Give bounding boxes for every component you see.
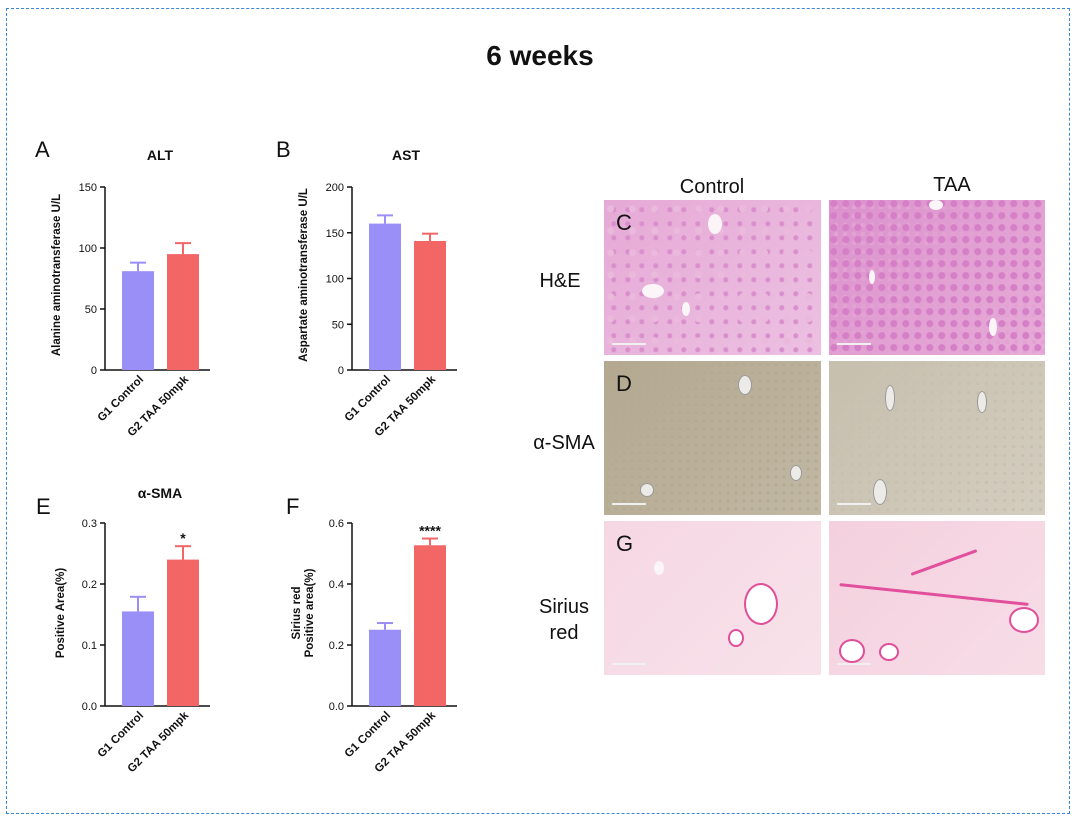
y-tick-label: 0.6: [329, 518, 344, 530]
panel-letter-d: D: [616, 371, 632, 396]
panel-letter-g: G: [616, 531, 634, 556]
vessel: [744, 583, 778, 625]
y-axis-label: Aspartate aminotransferase U/L: [298, 188, 310, 362]
scale-bar: [612, 663, 646, 665]
y-tick-label: 150: [79, 182, 97, 194]
y-tick-label: 0.1: [82, 640, 97, 652]
bar-control: [122, 271, 154, 370]
y-tick-label: 100: [79, 243, 97, 255]
vessel: [977, 391, 987, 413]
histology-he-control: C: [604, 200, 821, 355]
scale-bar: [612, 343, 646, 345]
vessel: [989, 318, 997, 336]
histology-sma-taa: [829, 361, 1045, 515]
y-tick-label: 0: [338, 365, 344, 377]
y-axis-label: Positive Area(%): [55, 568, 67, 658]
vessel: [682, 302, 690, 316]
histology-sirius-control: G: [604, 521, 821, 675]
vessel: [642, 284, 664, 298]
bar-taa: [167, 254, 199, 370]
y-tick-label: 0: [91, 365, 97, 377]
chart-title: α-SMA: [138, 485, 182, 501]
y-tick-label: 50: [332, 319, 344, 331]
column-header-control: Control: [679, 176, 745, 198]
vessel: [708, 214, 722, 234]
panel-letter-b: B: [276, 137, 291, 162]
bar-taa: [414, 545, 446, 706]
chart-title: ALT: [147, 147, 174, 163]
figure-frame: [6, 8, 1070, 814]
y-axis-label: Alanine aminotransferase U/L: [51, 194, 63, 356]
y-tick-label: 0.0: [329, 701, 344, 713]
y-axis-label-line: Positive area(%): [304, 568, 316, 657]
scale-bar: [837, 343, 871, 345]
panel-letter-c: C: [616, 210, 632, 235]
vessel: [873, 479, 887, 505]
histology-sma-control: D: [604, 361, 821, 515]
vessel: [1009, 607, 1039, 633]
fibrotic-septum: [839, 583, 1029, 606]
y-tick-label: 100: [326, 274, 344, 286]
column-header-taa: TAA: [933, 174, 971, 196]
vessel: [879, 643, 899, 661]
y-tick-label: 0.4: [329, 579, 344, 591]
vessel: [728, 629, 744, 647]
significance-marker: ****: [419, 523, 441, 539]
y-axis-label: Sirius redPositive area(%): [291, 568, 316, 657]
y-tick-label: 0.2: [329, 640, 344, 652]
y-tick-label: 200: [326, 182, 344, 194]
significance-marker: *: [180, 530, 186, 546]
row-label-sirius-line1: Sirius: [538, 596, 589, 618]
vessel: [885, 385, 895, 411]
panel-letter-f: F: [286, 494, 299, 519]
vessel: [929, 200, 943, 210]
bar-taa: [167, 559, 199, 706]
scale-bar: [837, 663, 871, 665]
chart-title: AST: [392, 147, 420, 163]
row-label-sma: α-SMA: [533, 432, 595, 454]
bar-control: [369, 629, 401, 706]
histology-sirius-taa: [829, 521, 1045, 675]
y-tick-label: 50: [85, 304, 97, 316]
vessel: [738, 375, 752, 395]
bar-control: [369, 223, 401, 370]
vessel: [640, 483, 654, 497]
y-tick-label: 150: [326, 228, 344, 240]
figure-title: 6 weeks: [486, 40, 594, 71]
y-tick-label: 0.3: [82, 518, 97, 530]
fibrotic-septum: [910, 549, 978, 576]
y-tick-label: 0.0: [82, 701, 97, 713]
vessel: [790, 465, 802, 481]
y-tick-label: 0.2: [82, 579, 97, 591]
bar-control: [122, 611, 154, 706]
bar-taa: [414, 240, 446, 370]
scale-bar: [837, 503, 871, 505]
row-label-he: H&E: [539, 270, 581, 292]
vessel: [839, 639, 865, 663]
vessel: [654, 561, 664, 575]
scale-bar: [612, 503, 646, 505]
panel-letter-e: E: [36, 494, 51, 519]
panel-letter-a: A: [35, 137, 50, 162]
row-label-sirius: Sirius red: [514, 594, 614, 646]
row-label-sirius-line2: red: [549, 622, 579, 644]
y-axis-label-line: Sirius red: [291, 586, 303, 639]
vessel: [869, 270, 875, 284]
histology-he-taa: [829, 200, 1045, 355]
